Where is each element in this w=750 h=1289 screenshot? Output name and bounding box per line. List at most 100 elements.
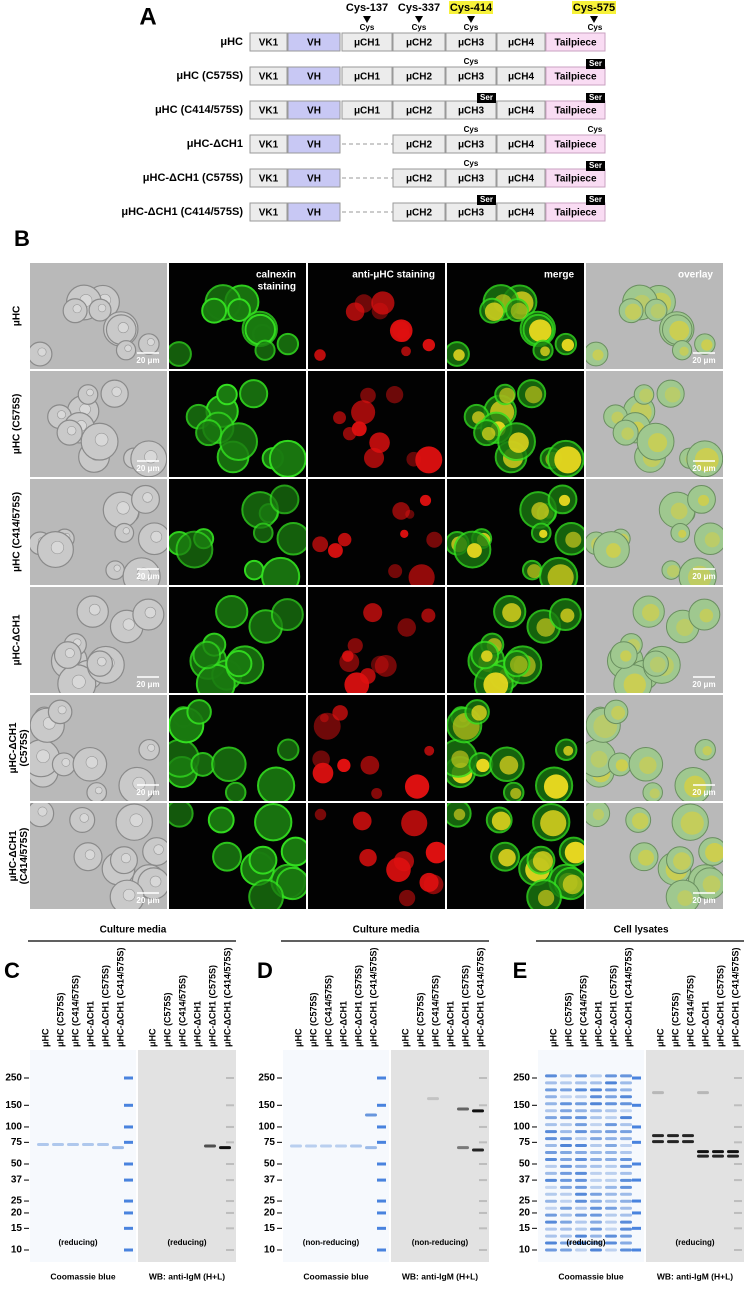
nucleus [117,322,129,334]
cell [270,598,304,632]
marker-band [479,1104,487,1107]
nucleus [149,875,162,888]
nucleus [61,758,71,767]
band [204,1144,216,1148]
band [52,1143,64,1147]
domain-label: Tailpiece [554,38,596,49]
band [560,1095,572,1099]
band [545,1095,557,1099]
band [560,1241,572,1245]
scale-bar-label: 20 μm [136,572,159,581]
band [457,1107,469,1111]
domain-label: μCH2 [406,174,433,185]
band [620,1178,632,1182]
cell [347,638,363,654]
cell [344,672,370,693]
cell-overlap [562,874,583,895]
cell-overlap [531,502,549,520]
band [712,1154,724,1158]
band [365,1146,377,1150]
marker-band [377,1199,386,1203]
cell-overlap [704,532,720,548]
ser-badge [586,59,605,69]
marker-band [124,1248,133,1252]
nucleus [37,347,47,357]
cell [359,848,377,867]
row-label: μHC [12,306,23,327]
domain-box [249,202,288,222]
cell [398,889,416,907]
band [652,1140,664,1144]
cell-overlap [623,673,646,693]
cell-overlap [471,705,487,721]
micrograph-bg [308,263,445,369]
marker-band [377,1103,386,1107]
domain-box [545,168,606,188]
marker-band [479,1179,487,1182]
cys-label: Cys [464,159,479,168]
band [620,1081,632,1085]
marker-band [124,1162,133,1166]
cell [268,439,306,477]
marker-band [734,1125,742,1128]
marker-band [226,1141,234,1144]
lane-name: μHC-ΔCH1 (C414/575S) [730,947,740,1047]
band [620,1164,632,1168]
domain-label: VK1 [259,106,279,117]
cell [314,808,327,821]
lane-name: μHC (C414/575S) [685,975,695,1047]
construct-name: μHC (C575S) [176,70,243,82]
band [335,1144,347,1148]
domain-label: VH [307,208,321,219]
lane-name: μHC (C414/575S) [323,975,333,1047]
mw-label: 10 [264,1245,276,1256]
domain-box [287,66,341,86]
domain-label: μCH1 [354,72,381,83]
cell-overlap [592,808,605,821]
cell [169,803,194,828]
domain-box [249,66,288,86]
cell-overlap [670,502,688,520]
nucleus [84,849,96,860]
band [67,1143,79,1147]
cell [312,762,334,784]
cell [342,426,357,441]
band [605,1116,617,1120]
marker-band [479,1249,487,1251]
mw-label: 150 [258,1100,275,1111]
cell-overlap [476,758,490,773]
band [575,1144,587,1148]
domain-box [341,100,393,120]
band [575,1227,587,1231]
band [365,1113,377,1117]
cell-overlap [466,543,482,558]
band [575,1164,587,1168]
band [560,1206,572,1210]
cell [224,781,247,801]
domain-box [545,134,606,154]
cell [257,766,296,801]
nucleus [116,501,130,515]
mw-label: 100 [513,1122,530,1133]
domain-label: Tailpiece [554,140,596,151]
domain-box [392,32,446,52]
band [667,1134,679,1138]
cell-overlap [642,603,660,622]
marker-band [226,1211,234,1214]
cell-overlap [510,787,522,799]
cys-label: Cys [464,57,479,66]
band [545,1248,557,1252]
domain-label: Tailpiece [554,106,596,117]
nucleus [85,756,99,769]
cys-arrow [590,16,598,23]
micrograph [308,479,445,585]
band [545,1151,557,1155]
domain-label: μCH1 [354,38,381,49]
cell [400,529,409,538]
mw-label: 150 [5,1100,22,1111]
band [575,1109,587,1113]
mw-label: 25 [519,1196,531,1207]
marker-band [479,1227,487,1230]
band [590,1185,602,1189]
band [590,1164,602,1168]
